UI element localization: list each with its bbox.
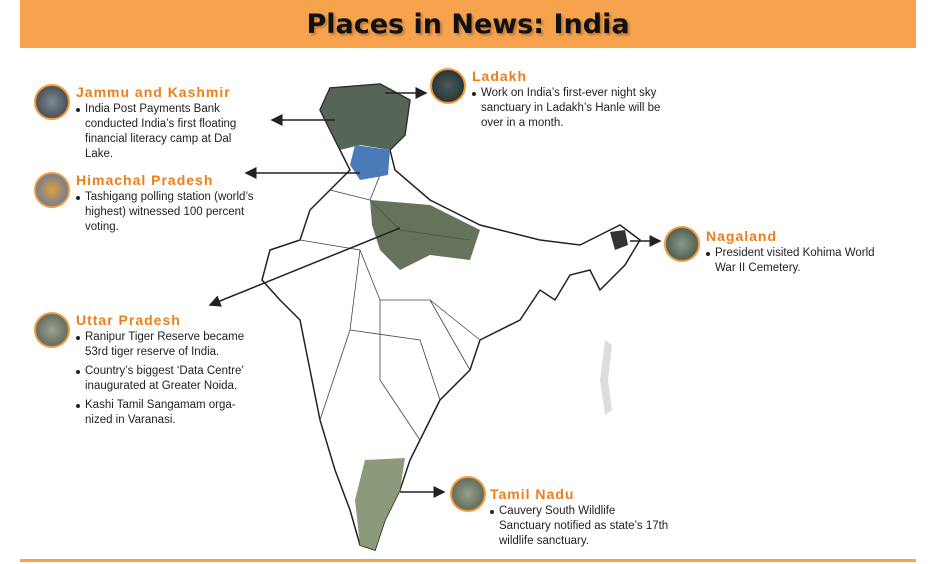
hp-photo bbox=[34, 172, 70, 208]
himachal-region bbox=[350, 145, 390, 180]
place-name: Nagaland bbox=[706, 228, 778, 244]
page-title: Places in News: India bbox=[306, 8, 630, 40]
news-list: Work on India’s first-ever night sky san… bbox=[472, 86, 662, 131]
jk-ladakh-region bbox=[320, 84, 410, 150]
place-uttar-pradesh: Uttar Pradesh Ranipur Tiger Reserve beca… bbox=[76, 312, 261, 432]
news-list: President visited Kohima World War II Ce… bbox=[706, 246, 896, 276]
place-nagaland: Nagaland President visited Kohima World … bbox=[706, 228, 896, 280]
place-tamil-nadu: Tamil Nadu Cauvery South Wildlife Sanctu… bbox=[490, 486, 670, 553]
place-name: Jammu and Kashmir bbox=[76, 84, 231, 100]
news-item: Tashigang polling station (world’s highe… bbox=[76, 190, 261, 235]
news-item: President visited Kohima World War II Ce… bbox=[706, 246, 896, 276]
arrow-up bbox=[208, 227, 401, 307]
header-banner: Places in News: India bbox=[20, 0, 916, 48]
nagaland-photo bbox=[664, 226, 700, 262]
tamilnadu-region bbox=[355, 458, 405, 550]
news-list: India Post Payments Bank conducted India… bbox=[76, 102, 261, 162]
news-list: Ranipur Tiger Reserve became 53rd tiger … bbox=[76, 330, 261, 428]
up-region bbox=[370, 200, 480, 270]
place-name: Himachal Pradesh bbox=[76, 172, 214, 188]
place-name: Uttar Pradesh bbox=[76, 312, 181, 328]
place-ladakh: Ladakh Work on India’s first-ever night … bbox=[472, 68, 662, 135]
place-name: Tamil Nadu bbox=[490, 486, 575, 502]
news-item: Ranipur Tiger Reserve became 53rd tiger … bbox=[76, 330, 261, 360]
news-item: Cauvery South Wildlife Sanctuary notifie… bbox=[490, 504, 670, 549]
place-himachal-pradesh: Himachal Pradesh Tashigang polling stati… bbox=[76, 172, 261, 239]
news-item: India Post Payments Bank conducted India… bbox=[76, 102, 261, 162]
news-list: Tashigang polling station (world’s highe… bbox=[76, 190, 261, 235]
ladakh-photo bbox=[430, 68, 466, 104]
news-item: Work on India’s first-ever night sky san… bbox=[472, 86, 662, 131]
tamilnadu-photo bbox=[450, 476, 486, 512]
place-jammu-kashmir: Jammu and Kashmir India Post Payments Ba… bbox=[76, 84, 261, 166]
news-list: Cauvery South Wildlife Sanctuary notifie… bbox=[490, 504, 670, 549]
up-photo bbox=[34, 312, 70, 348]
nagaland-region bbox=[610, 230, 628, 250]
footer-divider bbox=[20, 559, 916, 562]
news-item: Kashi Tamil Sangamam orga-nized in Varan… bbox=[76, 398, 261, 428]
place-name: Ladakh bbox=[472, 68, 528, 84]
islands bbox=[600, 340, 612, 415]
news-item: Country’s biggest ‘Data Centre’ inaugura… bbox=[76, 364, 261, 394]
jk-photo bbox=[34, 84, 70, 120]
